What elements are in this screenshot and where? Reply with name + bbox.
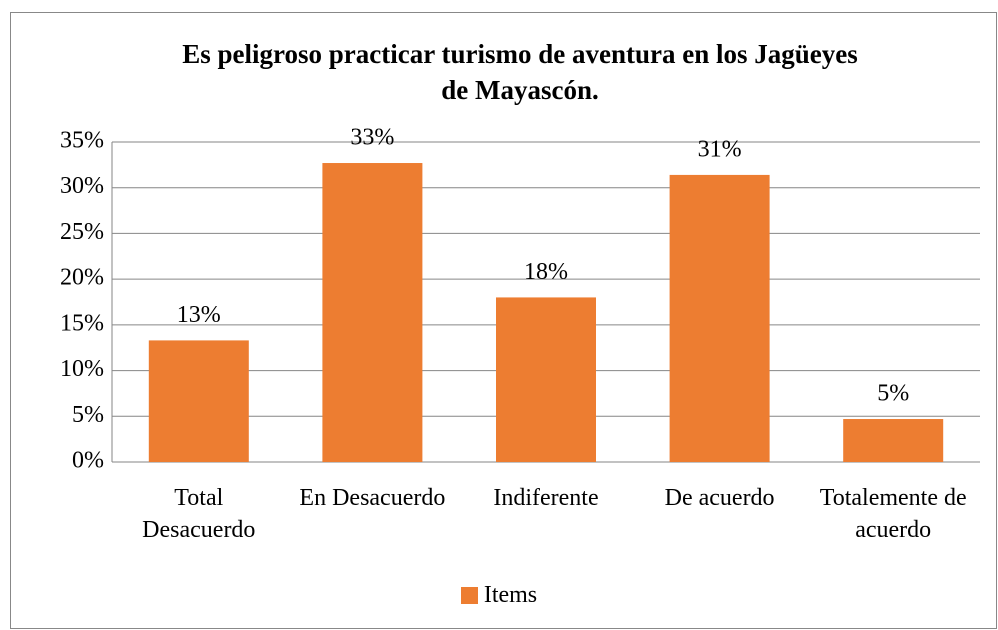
- x-tick-label: En Desacuerdo: [299, 485, 446, 511]
- y-tick-label: 15%: [60, 310, 104, 336]
- data-label: 13%: [177, 302, 221, 328]
- x-tick-label: De acuerdo: [664, 485, 775, 511]
- bar: [322, 163, 423, 462]
- legend: Items: [0, 582, 998, 609]
- data-label: 33%: [350, 125, 394, 151]
- data-label: 5%: [877, 381, 909, 407]
- x-tick-label: Indiferente: [493, 485, 599, 511]
- chart-title: Es peligroso practicar turismo de aventu…: [182, 39, 858, 105]
- chart-border: [10, 12, 997, 629]
- x-tick-label: Totalemente de acuerdo: [819, 485, 967, 543]
- y-tick-label: 5%: [72, 402, 104, 428]
- bar: [496, 297, 596, 462]
- x-tick-label: Total Desacuerdo: [142, 485, 256, 543]
- data-label: 18%: [524, 259, 568, 285]
- data-label: 31%: [698, 136, 742, 162]
- legend-swatch: [460, 587, 478, 604]
- y-tick-label: 25%: [60, 219, 104, 245]
- y-tick-label: 20%: [60, 265, 104, 291]
- y-tick-label: 10%: [60, 356, 104, 382]
- bar: [843, 419, 944, 462]
- bar: [669, 174, 770, 462]
- legend-label: Items: [483, 582, 538, 608]
- y-tick-label: 35%: [60, 128, 104, 154]
- y-tick-label: 0%: [72, 448, 104, 474]
- bar: [148, 340, 249, 462]
- y-tick-label: 30%: [60, 173, 104, 199]
